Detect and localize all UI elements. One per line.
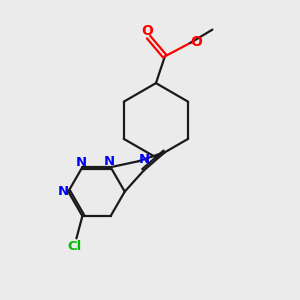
Text: N: N	[139, 153, 150, 166]
Text: N: N	[57, 185, 68, 198]
Text: O: O	[191, 34, 203, 49]
Text: N: N	[75, 156, 86, 169]
Text: O: O	[142, 23, 154, 38]
Text: Cl: Cl	[68, 240, 82, 253]
Text: N: N	[103, 155, 115, 168]
